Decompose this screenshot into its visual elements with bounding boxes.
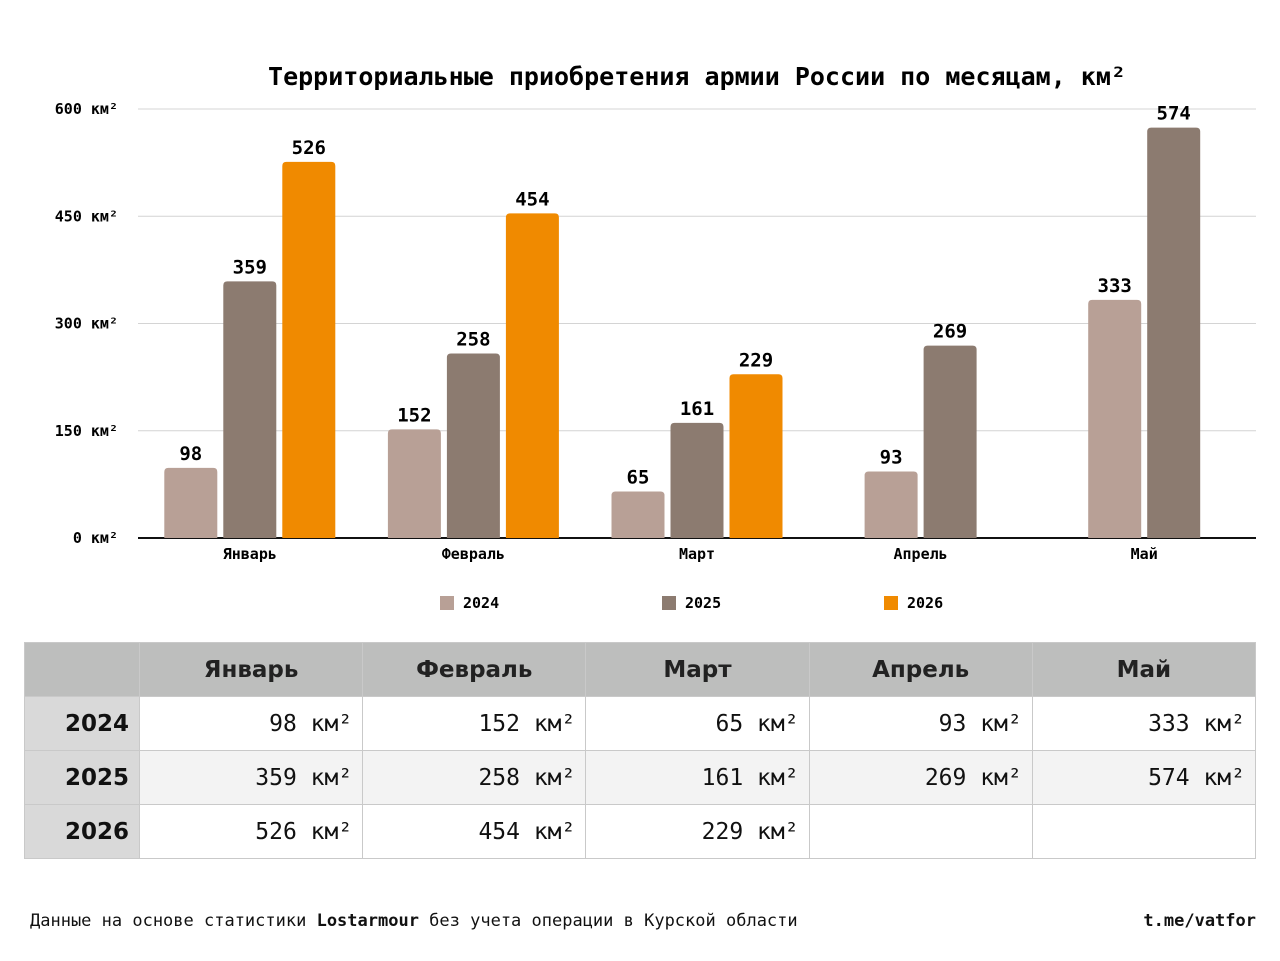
- table-cell: [1031, 804, 1257, 859]
- table-row: 2024 98 км² 152 км² 65 км² 93 км² 333 км…: [24, 696, 1257, 751]
- table-header-may: Май: [1031, 642, 1257, 697]
- data-table: Январь Февраль Март Апрель Май 2024 98 к…: [24, 642, 1257, 859]
- data-labels: 98 359 526 152 258 454 65 161 229 93 269 333 574: [179, 103, 1191, 489]
- x-axis-ticks: Январь Февраль Март Апрель Май: [223, 545, 1158, 563]
- table-cell: 269 км²: [808, 750, 1033, 805]
- table-cell: 98 км²: [138, 696, 364, 751]
- data-label: 333: [1098, 275, 1132, 297]
- table-cell: [808, 804, 1033, 859]
- table-row-label: 2024: [24, 696, 140, 751]
- data-label: 454: [515, 188, 549, 210]
- bar: [923, 345, 977, 538]
- x-tick-label: Февраль: [442, 545, 505, 563]
- table-header-apr: Апрель: [808, 642, 1033, 697]
- table-row-label: 2025: [24, 750, 140, 805]
- data-label: 93: [880, 447, 903, 469]
- legend: 2024 2025 2026: [440, 594, 943, 612]
- source-prefix: Данные на основе статистики: [30, 911, 317, 931]
- table-cell: 526 км²: [138, 804, 364, 859]
- data-label: 229: [739, 349, 773, 371]
- data-label: 65: [627, 467, 650, 489]
- bars: [164, 127, 1201, 538]
- legend-label: 2024: [463, 594, 499, 612]
- channel-link[interactable]: t.me/vatfor: [1143, 911, 1256, 931]
- table-cell: 258 км²: [362, 750, 587, 805]
- table-cell: 93 км²: [808, 696, 1033, 751]
- bar: [611, 491, 665, 538]
- table-cell: 152 км²: [362, 696, 587, 751]
- y-tick-label: 600 км²: [55, 100, 118, 118]
- table-row: 2025 359 км² 258 км² 161 км² 269 км² 574…: [24, 750, 1257, 805]
- chart-title: Территориальные приобретения армии Росси…: [268, 62, 1126, 91]
- x-tick-label: Май: [1131, 545, 1158, 563]
- table-cell: 454 км²: [362, 804, 587, 859]
- table-cell: 574 км²: [1031, 750, 1257, 805]
- legend-label: 2026: [907, 594, 943, 612]
- y-tick-label: 150 км²: [55, 422, 118, 440]
- table-header-mar: Март: [585, 642, 810, 697]
- table-corner-cell: [24, 642, 140, 697]
- table-header-jan: Январь: [138, 642, 364, 697]
- source-suffix: без учета операции в Курской области: [418, 911, 798, 931]
- table-row: 2026 526 км² 454 км² 229 км²: [24, 804, 1257, 859]
- legend-swatch: [662, 596, 676, 610]
- table-cell: 333 км²: [1031, 696, 1257, 751]
- table-cell: 161 км²: [585, 750, 810, 805]
- bar: [282, 161, 336, 538]
- data-label: 258: [456, 329, 490, 351]
- table-cell: 229 км²: [585, 804, 810, 859]
- table-cell: 65 км²: [585, 696, 810, 751]
- y-tick-label: 450 км²: [55, 207, 118, 225]
- y-axis-ticks: 0 км² 150 км² 300 км² 450 км² 600 км²: [55, 100, 118, 547]
- legend-swatch: [884, 596, 898, 610]
- data-label: 526: [292, 137, 326, 159]
- bar: [670, 422, 724, 538]
- table-header-feb: Февраль: [362, 642, 587, 697]
- data-label: 269: [933, 321, 967, 343]
- data-label: 161: [680, 398, 714, 420]
- table-cell: 359 км²: [138, 750, 364, 805]
- bar: [1088, 299, 1142, 538]
- data-label: 152: [397, 404, 431, 426]
- bar: [729, 374, 783, 538]
- y-tick-label: 0 км²: [73, 529, 118, 547]
- source-note: Данные на основе статистики Lostarmour б…: [30, 911, 798, 931]
- bar: [864, 471, 918, 538]
- bar-chart: Территориальные приобретения армии Росси…: [55, 62, 1256, 612]
- table-header-row: Январь Февраль Март Апрель Май: [24, 642, 1257, 697]
- x-tick-label: Апрель: [894, 545, 948, 563]
- bar: [1147, 127, 1201, 538]
- data-label: 574: [1157, 103, 1191, 125]
- table-row-label: 2026: [24, 804, 140, 859]
- legend-label: 2025: [685, 594, 721, 612]
- bar: [446, 353, 500, 538]
- x-tick-label: Январь: [223, 545, 277, 563]
- bar: [223, 281, 277, 538]
- bar: [164, 467, 218, 538]
- source-name: Lostarmour: [316, 911, 419, 931]
- data-label: 359: [233, 256, 267, 278]
- y-tick-label: 300 км²: [55, 315, 118, 333]
- bar: [387, 429, 441, 538]
- x-tick-label: Март: [679, 545, 715, 563]
- data-label: 98: [179, 443, 202, 465]
- legend-swatch: [440, 596, 454, 610]
- bar: [505, 213, 559, 538]
